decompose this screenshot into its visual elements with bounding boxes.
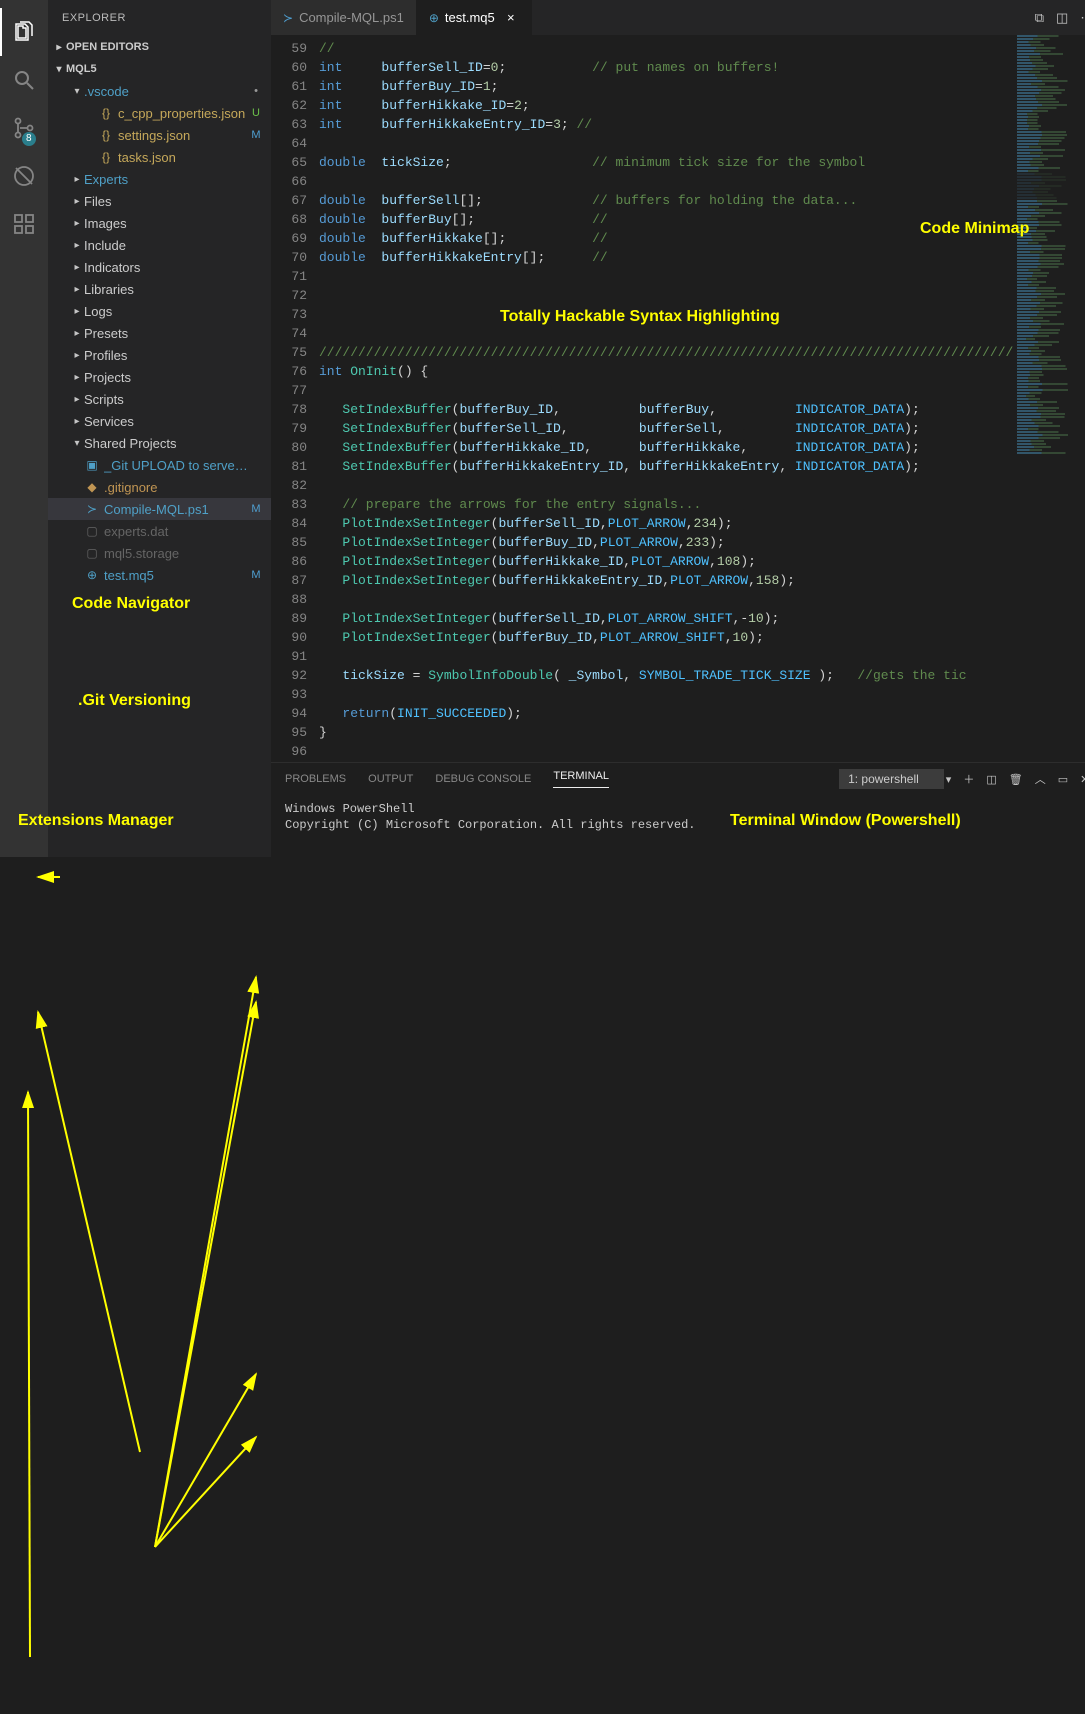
tree-row[interactable]: ▸Files <box>48 190 271 212</box>
terminal-select[interactable]: 1: powershell <box>839 769 944 789</box>
activity-bar: 8 <box>0 0 48 857</box>
tree-row[interactable]: ▣_Git UPLOAD to server.bat <box>48 454 271 476</box>
minimap[interactable] <box>1013 35 1085 762</box>
scm-badge: 8 <box>22 132 36 146</box>
chevron-right-icon: ▸ <box>52 42 66 53</box>
tree-row[interactable]: ▸Indicators <box>48 256 271 278</box>
tree-row[interactable]: ▸Include <box>48 234 271 256</box>
tree-row[interactable]: ▸Profiles <box>48 344 271 366</box>
tree-row[interactable]: ▸Images <box>48 212 271 234</box>
activity-explorer[interactable] <box>0 8 48 56</box>
split-terminal-icon[interactable]: ◫ <box>986 773 996 786</box>
tree-row[interactable]: ▢mql5.storage <box>48 542 271 564</box>
activity-search[interactable] <box>0 56 48 104</box>
more-icon[interactable]: ⋯ <box>1080 10 1085 26</box>
file-tree: ▾.vscode{}c_cpp_properties.jsonU{}settin… <box>48 80 271 857</box>
tree-row[interactable]: ⊕test.mq5M <box>48 564 271 586</box>
close-tab-icon[interactable]: × <box>503 10 519 25</box>
workspace-header[interactable]: ▾ MQL5 <box>48 58 271 80</box>
tab-bar: ≻Compile-MQL.ps1⊕test.mq5× ⧉ ◫ ⋯ <box>271 0 1085 35</box>
kill-terminal-icon[interactable]: 🗑 <box>1009 773 1023 786</box>
tree-row[interactable]: ▸Libraries <box>48 278 271 300</box>
tree-row[interactable]: ◆.gitignore <box>48 476 271 498</box>
tab-terminal[interactable]: TERMINAL <box>553 770 609 788</box>
close-panel-icon[interactable]: ✕ <box>1080 773 1085 786</box>
tab-output[interactable]: OUTPUT <box>368 773 413 785</box>
tree-row[interactable]: ▸Logs <box>48 300 271 322</box>
tree-row[interactable]: ▢experts.dat <box>48 520 271 542</box>
files-icon <box>12 20 36 44</box>
compare-icon[interactable]: ⧉ <box>1035 10 1044 26</box>
tree-row[interactable]: ▾Shared Projects <box>48 432 271 454</box>
tree-row[interactable]: ▸Scripts <box>48 388 271 410</box>
tree-row[interactable]: {}c_cpp_properties.jsonU <box>48 102 271 124</box>
open-editors-header[interactable]: ▸ OPEN EDITORS <box>48 36 271 58</box>
new-terminal-icon[interactable]: ＋ <box>963 771 974 787</box>
editor-actions: ⧉ ◫ ⋯ <box>1025 0 1085 35</box>
panel-layout-icon[interactable]: ▭ <box>1058 773 1068 786</box>
editor-group: ≻Compile-MQL.ps1⊕test.mq5× ⧉ ◫ ⋯ 5960616… <box>271 0 1085 857</box>
chevron-down-icon: ▾ <box>52 64 66 75</box>
line-gutter: 5960616263646566676869707172737475767778… <box>271 35 319 762</box>
activity-debug[interactable] <box>0 152 48 200</box>
search-icon <box>12 68 36 92</box>
editor-tab[interactable]: ⊕test.mq5× <box>417 0 532 35</box>
sidebar-title: EXPLORER <box>48 0 271 36</box>
tree-row[interactable]: ≻Compile-MQL.ps1M <box>48 498 271 520</box>
maximize-panel-icon[interactable]: ︿ <box>1035 771 1046 787</box>
panel-tabs: PROBLEMS OUTPUT DEBUG CONSOLE TERMINAL 1… <box>271 763 1085 795</box>
tree-row[interactable]: ▸Services <box>48 410 271 432</box>
sidebar: EXPLORER ▸ OPEN EDITORS ▾ MQL5 ▾.vscode{… <box>48 0 271 857</box>
tree-row[interactable]: ▾.vscode <box>48 80 271 102</box>
activity-scm[interactable]: 8 <box>0 104 48 152</box>
editor-body: 5960616263646566676869707172737475767778… <box>271 35 1085 762</box>
tab-problems[interactable]: PROBLEMS <box>285 773 346 785</box>
tree-row[interactable]: ▸Presets <box>48 322 271 344</box>
activity-extensions[interactable] <box>0 200 48 248</box>
split-icon[interactable]: ◫ <box>1056 10 1068 26</box>
tree-row[interactable]: {}tasks.json <box>48 146 271 168</box>
tree-row[interactable]: ▸Projects <box>48 366 271 388</box>
code-area[interactable]: //int bufferSell_ID=0; // put names on b… <box>319 35 1013 762</box>
debug-icon <box>12 164 36 188</box>
tree-row[interactable]: ▸Experts <box>48 168 271 190</box>
bottom-panel: PROBLEMS OUTPUT DEBUG CONSOLE TERMINAL 1… <box>271 762 1085 857</box>
tree-row[interactable]: {}settings.jsonM <box>48 124 271 146</box>
tab-debug-console[interactable]: DEBUG CONSOLE <box>435 773 531 785</box>
extensions-icon <box>12 212 36 236</box>
annotation-arrows <box>0 857 1085 1714</box>
terminal-body[interactable]: Windows PowerShellCopyright (C) Microsof… <box>271 795 1085 857</box>
editor-tab[interactable]: ≻Compile-MQL.ps1 <box>271 0 417 35</box>
